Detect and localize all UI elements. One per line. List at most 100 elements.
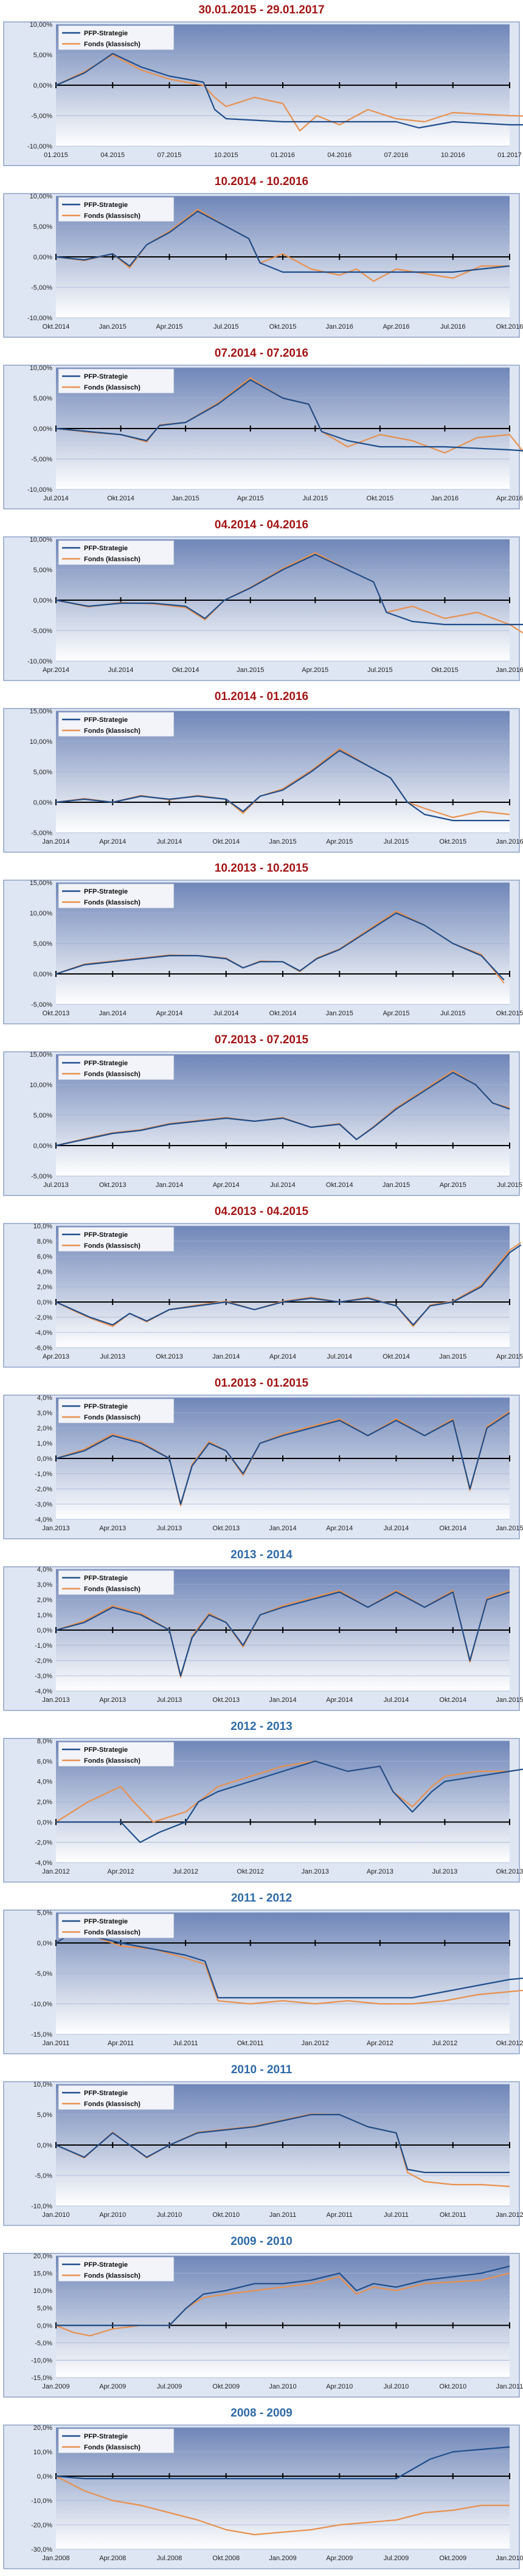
x-tick-label: Okt.2013 xyxy=(156,1353,183,1360)
chart-panel: 04.2013 - 04.2015 10,0% 8,0% 6,0% 4,0% 2,0% 0,… xyxy=(0,1202,523,1373)
y-tick-label: 0,0% xyxy=(37,1455,52,1463)
y-tick-label: 15,00% xyxy=(30,880,53,887)
legend: PFP-Strategie Fonds (klassisch) xyxy=(58,368,175,394)
series-line-fonds xyxy=(55,1242,522,1328)
x-tick-label: Okt.2014 xyxy=(172,667,199,674)
y-tick-label: -15,0% xyxy=(31,2031,52,2039)
x-tick-label: Apr.2015 xyxy=(156,323,182,331)
x-tick-label: Okt.2013 xyxy=(212,1696,240,1704)
chart-title: 07.2013 - 07.2015 xyxy=(214,1034,309,1046)
chart-title: 30.01.2015 - 29.01.2017 xyxy=(198,4,325,16)
x-tick-label: Jan.2016 xyxy=(431,495,459,502)
y-tick-label: -5,00% xyxy=(31,1001,52,1009)
y-tick-label: 0,00% xyxy=(33,597,52,604)
series-line-pfp xyxy=(55,749,510,822)
legend-box xyxy=(58,197,175,222)
x-tick-label: Apr.2016 xyxy=(383,323,409,331)
x-tick-label: Jan.2012 xyxy=(302,2040,329,2047)
line-chart: 20,0% 10,0% 0,0% -10,0% -20,0% -30,0% Jan.2008… xyxy=(3,2424,523,2569)
y-tick-label: -5,00% xyxy=(31,284,52,292)
legend-label-pfp: PFP-Strategie xyxy=(84,888,128,895)
x-tick-label: 07.2015 xyxy=(158,152,182,159)
y-tick-label: -4,0% xyxy=(35,1329,52,1337)
legend: PFP-Strategie Fonds (klassisch) xyxy=(58,2428,175,2454)
legend-label-fonds: Fonds (klassisch) xyxy=(84,41,140,48)
x-tick-label: Okt.2013 xyxy=(43,1010,70,1017)
line-chart: 10,00% 5,00% 0,00% -5,00% -10,00% Apr.2014 Jul… xyxy=(3,536,523,681)
series-line-fonds xyxy=(55,1928,523,2005)
x-tick-label: Okt.2014 xyxy=(107,495,134,502)
line-chart: 10,0% 8,0% 6,0% 4,0% 2,0% 0,0% -2,0% -4,0% -6,0%… xyxy=(3,1223,523,1368)
y-tick-label: 0,00% xyxy=(33,425,52,433)
legend: PFP-Strategie Fonds (klassisch) xyxy=(58,1398,175,1424)
x-tick-label: Apr.2015 xyxy=(326,838,353,845)
x-tick-label: Jul.2013 xyxy=(157,1525,182,1532)
x-tick-label: Okt.2013 xyxy=(496,1868,523,1875)
x-tick-label: Jul.2015 xyxy=(302,495,328,502)
y-tick-label: 5,00% xyxy=(33,223,52,231)
chart-panel: 10.2013 - 10.2015 15,00% 10,00% 5,00% 0,00% -… xyxy=(0,858,523,1030)
y-tick-label: 10,0% xyxy=(33,1223,52,1230)
legend-box xyxy=(58,883,175,909)
x-tick-label: Okt.2014 xyxy=(383,1353,410,1360)
x-tick-label: Jan.2016 xyxy=(326,323,353,331)
chart-title: 2013 - 2014 xyxy=(230,1549,293,1561)
x-tick-label: Okt.2015 xyxy=(496,1010,523,1017)
y-tick-label: -5,0% xyxy=(35,1970,52,1978)
x-tick-label: Jul.2013 xyxy=(157,1696,182,1704)
x-tick-label: Jan.2015 xyxy=(99,323,126,331)
x-tick-label: Apr.2014 xyxy=(269,1353,296,1360)
x-tick-label: Jan.2010 xyxy=(42,2211,69,2219)
y-tick-label: 0,0% xyxy=(37,1819,52,1826)
x-tick-label: Jan.2011 xyxy=(43,2040,69,2047)
legend: PFP-Strategie Fonds (klassisch) xyxy=(58,1227,175,1252)
series-line-pfp xyxy=(56,1760,523,1843)
chart-title: 2009 - 2010 xyxy=(230,2235,293,2248)
x-tick-label: 07.2016 xyxy=(384,152,409,159)
y-tick-label: -2,0% xyxy=(35,1839,52,1847)
x-tick-label: Jul.2014 xyxy=(43,495,69,502)
x-tick-label: Jan.2011 xyxy=(269,2211,296,2219)
line-chart: 15,00% 10,00% 5,00% 0,00% -5,00%Jul.2013 Okt.… xyxy=(3,1051,522,1196)
x-tick-label: Okt.2010 xyxy=(212,2211,240,2219)
y-tick-label: 0,00% xyxy=(33,971,52,978)
legend: PFP-Strategie Fonds (klassisch) xyxy=(58,197,175,222)
x-tick-label: Apr.2016 xyxy=(496,495,523,502)
legend-box xyxy=(58,1913,175,1939)
x-tick-label: 01.2015 xyxy=(44,152,68,159)
legend: PFP-Strategie Fonds (klassisch) xyxy=(58,540,175,565)
y-tick-label: -15,0% xyxy=(31,2375,52,2382)
y-tick-label: 0,0% xyxy=(37,2473,52,2480)
x-tick-label: Jul.2013 xyxy=(43,1181,69,1189)
x-tick-label: Jan.2015 xyxy=(496,1696,523,1704)
x-tick-label: Okt.2009 xyxy=(212,2383,240,2390)
line-chart: 15,00% 10,00% 5,00% 0,00% -5,00%Okt.2013 Jan.… xyxy=(3,880,523,1024)
y-tick-label: -4,0% xyxy=(35,1688,52,1695)
x-tick-label: Apr.2009 xyxy=(326,2555,353,2562)
chart-panel: 2009 - 2010 20,0% 15,0% 10,0% 5,0% 0,0% -5,0% -… xyxy=(0,2231,523,2403)
y-tick-label: -4,0% xyxy=(35,1860,52,1867)
y-tick-label: 5,00% xyxy=(33,395,52,402)
y-tick-label: 4,0% xyxy=(37,1395,52,1402)
y-tick-label: 10,00% xyxy=(30,738,53,746)
legend-label-pfp: PFP-Strategie xyxy=(84,1403,128,1410)
series-line-pfp xyxy=(55,2113,510,2174)
chart-title: 10.2014 - 10.2016 xyxy=(214,175,309,188)
y-tick-label: 4,0% xyxy=(37,1269,52,1276)
y-tick-label: 5,00% xyxy=(33,769,52,776)
legend-label-fonds: Fonds (klassisch) xyxy=(84,727,140,735)
chart-panel: 01.2014 - 01.2016 15,00% 10,00% 5,00% 0,00% -… xyxy=(0,687,523,858)
x-tick-label: Jul.2010 xyxy=(384,2383,409,2390)
series-line-pfp xyxy=(55,52,523,129)
x-tick-label: Apr.2015 xyxy=(237,495,264,502)
y-tick-label: 15,00% xyxy=(30,1051,53,1059)
y-tick-label: 2,0% xyxy=(37,1425,52,1432)
y-tick-label: -5,00% xyxy=(31,628,52,635)
x-tick-label: Okt.2015 xyxy=(269,323,297,331)
y-tick-label: 10,00% xyxy=(30,21,53,29)
y-tick-label: 0,0% xyxy=(37,1940,52,1947)
legend-label-pfp: PFP-Strategie xyxy=(84,201,128,209)
x-tick-label: Jul.2011 xyxy=(173,2040,198,2047)
y-tick-label: -30,0% xyxy=(31,2546,52,2553)
chart-panel: 01.2013 - 01.2015 4,0% 3,0% 2,0% 1,0% 0,0% -1,… xyxy=(0,1373,523,1545)
